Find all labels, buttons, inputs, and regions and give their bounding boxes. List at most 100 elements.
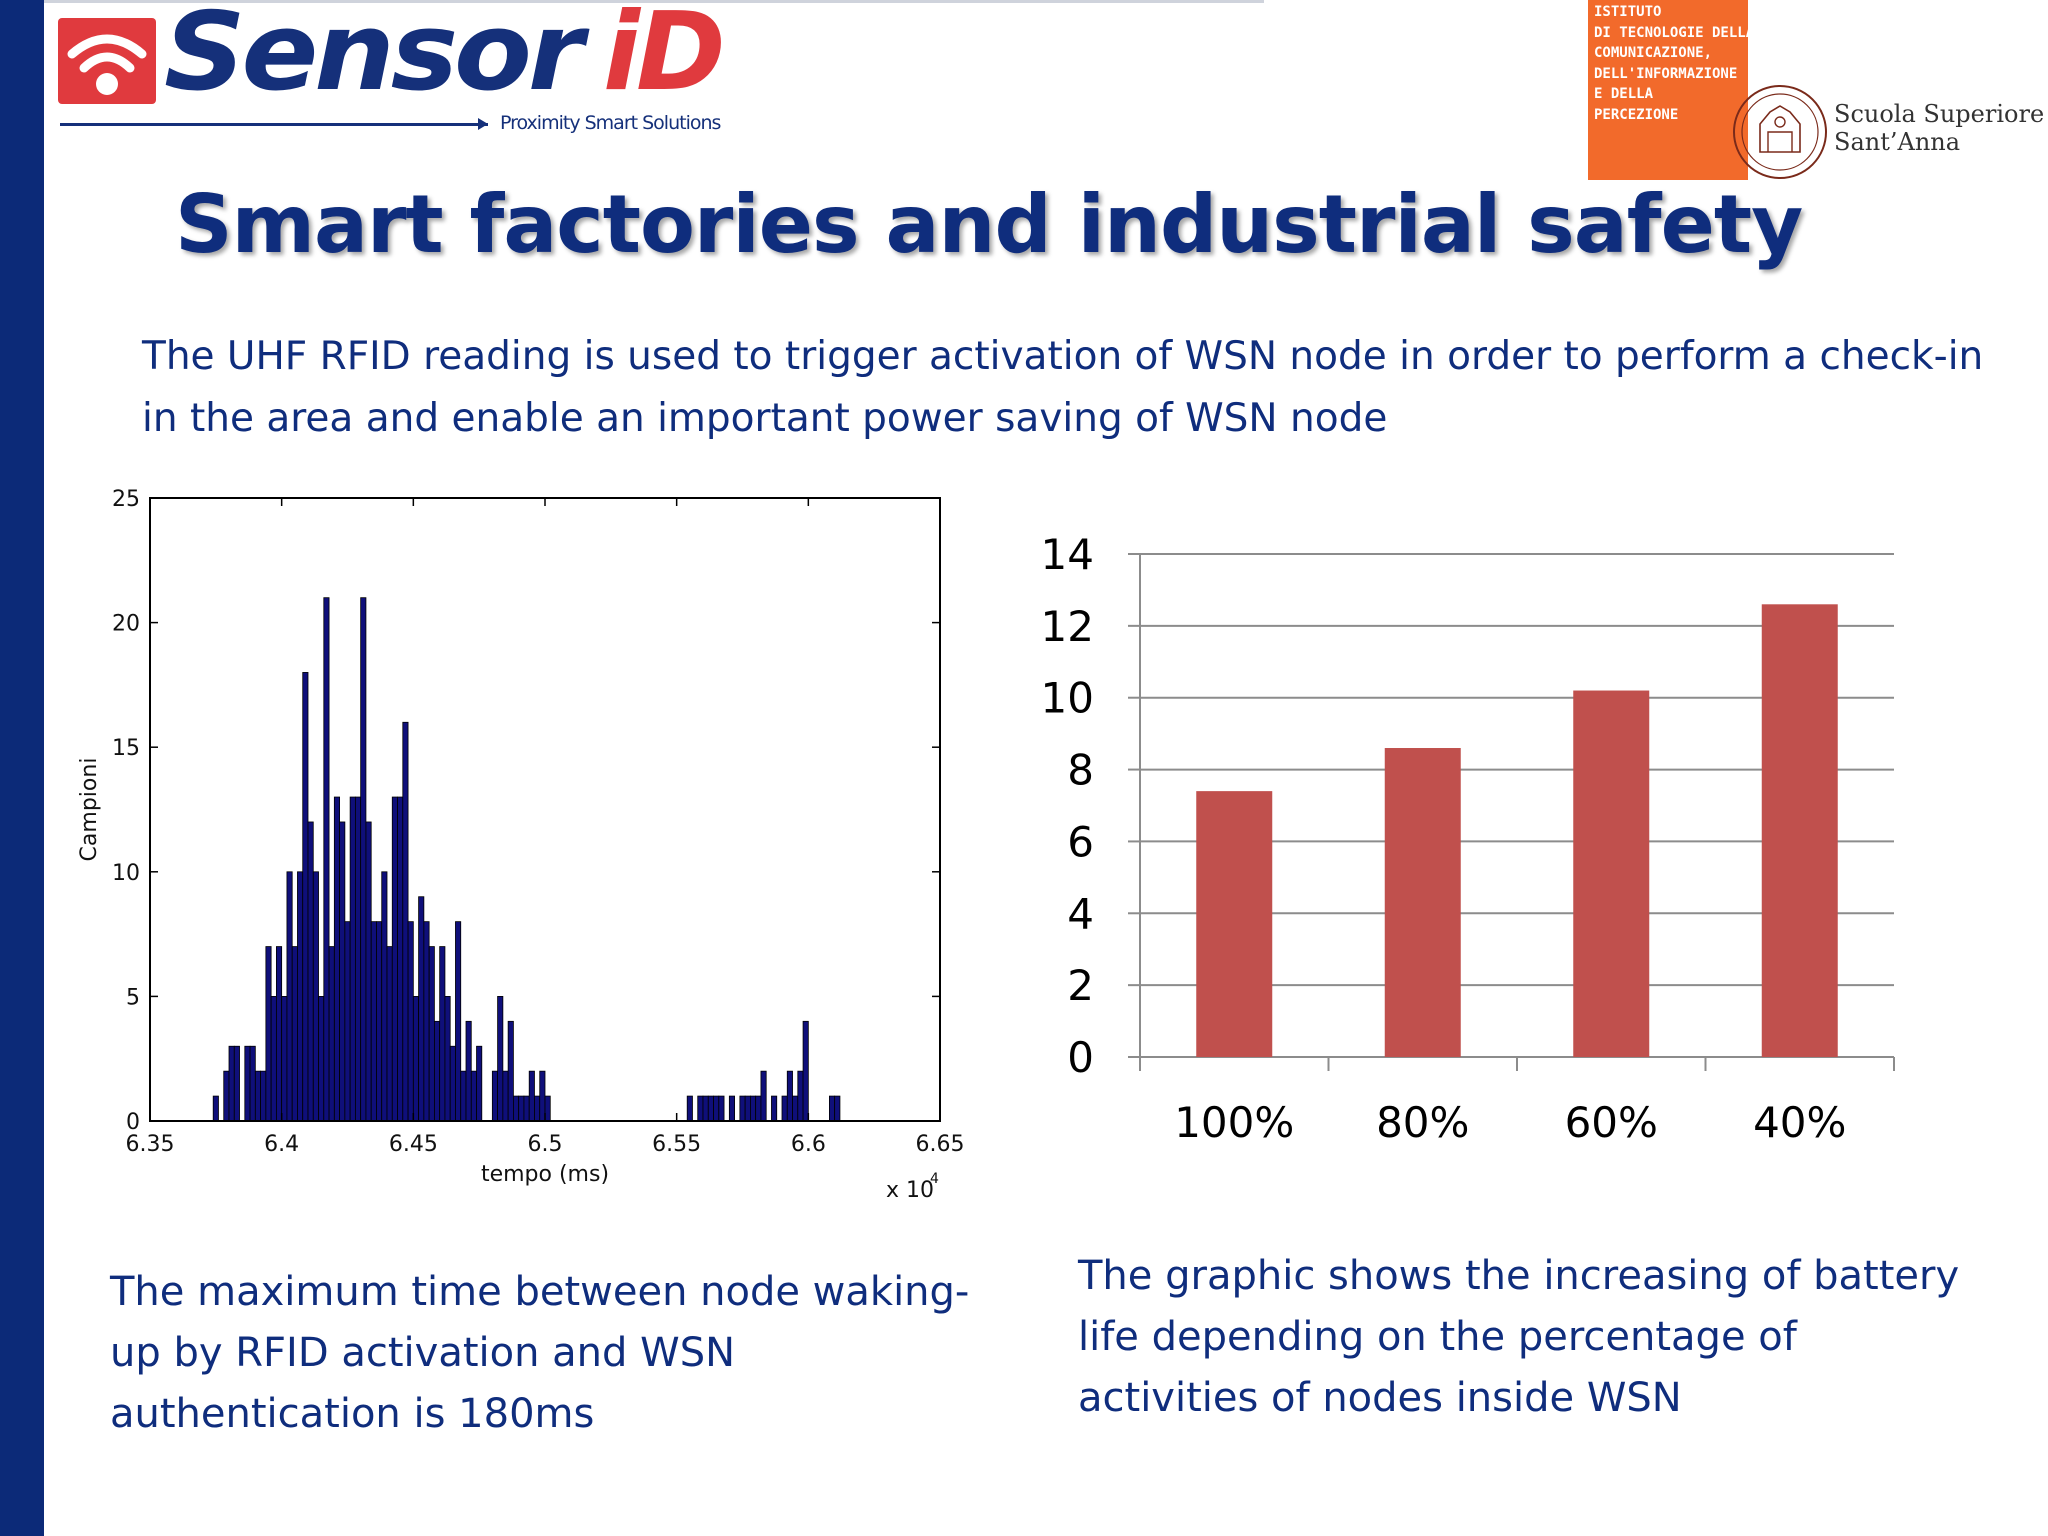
histogram-bar [755, 1095, 762, 1122]
histogram-y-tick-label: 5 [126, 985, 140, 1010]
histogram-bar [534, 1095, 541, 1122]
histogram-bar [802, 1020, 809, 1122]
histogram-bar [318, 996, 325, 1122]
histogram-bar [781, 1095, 788, 1122]
histogram-bar [739, 1095, 746, 1122]
histogram-x-multiplier: x 10 [886, 1178, 934, 1203]
histogram-y-tick-label: 25 [112, 487, 140, 512]
institute-line: DI TECNOLOGIE DELLA [1594, 24, 1755, 41]
bar-chart-x-tick-label: 40% [1753, 1098, 1846, 1147]
histogram-bar [212, 1095, 219, 1122]
institute-line: ISTITUTO [1594, 4, 1662, 20]
school-name-line-2: Sant’Anna [1834, 128, 1961, 156]
school-name-line-1: Scuola Superiore [1834, 100, 2045, 128]
histogram-x-multiplier-exponent: 4 [930, 1171, 939, 1187]
histogram-bar [444, 996, 451, 1122]
histogram-bar [260, 1070, 267, 1122]
histogram-bar [423, 921, 430, 1122]
histogram-x-tick-label: 6.5 [528, 1132, 563, 1157]
histogram-bar [771, 1095, 778, 1122]
histogram-bar [507, 1020, 514, 1122]
logo-arrow [478, 118, 488, 130]
histogram-bar [760, 1070, 767, 1122]
institute-line: E DELLA [1594, 86, 1654, 102]
histogram-bar [433, 1020, 441, 1122]
histogram-y-label: Campioni [77, 758, 102, 862]
histogram-bar [718, 1095, 725, 1122]
institute-line: COMUNICAZIONE, [1594, 45, 1713, 61]
histogram-bar [291, 946, 298, 1122]
histogram-bar [349, 796, 356, 1122]
histogram-bar [365, 821, 372, 1122]
histogram-bar [744, 1095, 751, 1122]
page-title: Smart factories and industrial safety [175, 178, 1803, 271]
bar-chart-labels: 0 2 4 6 8 10 12 14 100% 80% 60% 40% [1041, 530, 1847, 1147]
histogram-bar [713, 1095, 720, 1122]
histogram-bar [275, 946, 283, 1122]
histogram-bar [270, 996, 277, 1122]
histogram-bar [786, 1070, 793, 1122]
histogram-bar [460, 1070, 467, 1122]
top-rule [44, 0, 1264, 3]
histogram-bar [523, 1095, 530, 1122]
histogram-y-tick-label: 10 [112, 861, 140, 886]
bar-chart-bar [1761, 604, 1838, 1057]
left-accent-bar [0, 0, 44, 1536]
bar-chart-x-tick-label: 60% [1565, 1098, 1658, 1147]
bar-chart-bars [1196, 604, 1838, 1057]
wifi-icon [58, 18, 156, 104]
histogram-bar [228, 1045, 235, 1122]
histogram-bar [834, 1095, 841, 1122]
bar-chart-y-tick-label: 4 [1067, 889, 1094, 938]
histogram-bar [455, 921, 462, 1122]
bar-chart-bar [1573, 690, 1650, 1057]
histogram-bars [212, 597, 841, 1122]
bar-chart-caption: The graphic shows the increasing of batt… [1078, 1253, 1960, 1421]
logo-underline [60, 123, 488, 126]
histogram-ticks: 6.35 6.4 6.45 6.5 6.55 6.6 6.65 0 5 10 15 20 25 [112, 487, 964, 1157]
institute-line: PERCEZIONE [1594, 106, 1679, 123]
histogram-bar [428, 946, 435, 1122]
histogram-x-tick-label: 6.65 [916, 1132, 965, 1157]
histogram-bar [797, 1070, 804, 1122]
histogram-bar [470, 1070, 477, 1122]
institute-logo: ISTITUTO DI TECNOLOGIE DELLA COMUNICAZIO… [1588, 0, 1754, 180]
histogram-bar [544, 1095, 551, 1122]
histogram-bar [449, 1045, 456, 1122]
histogram-bar [439, 946, 446, 1122]
bar-chart-bar [1384, 748, 1461, 1057]
histogram-bar [539, 1070, 546, 1122]
histogram-bar [465, 1020, 472, 1122]
histogram-bar [307, 821, 314, 1122]
histogram-bar [328, 946, 335, 1122]
histogram-y-tick-label: 0 [126, 1110, 140, 1135]
bar-chart-y-tick-label: 8 [1067, 746, 1094, 795]
histogram-x-label: tempo (ms) [481, 1162, 609, 1187]
histogram-bar [265, 946, 272, 1122]
histogram-bar [244, 1045, 251, 1122]
histogram-bar [513, 1095, 520, 1122]
bar-chart-y-tick-label: 6 [1067, 817, 1094, 866]
bar-chart-y-tick-label: 14 [1041, 530, 1094, 579]
histogram-bar [397, 796, 404, 1122]
histogram-x-tick-label: 6.4 [264, 1132, 299, 1157]
histogram-bar [391, 796, 398, 1122]
institute-line: DELL'INFORMAZIONE [1594, 65, 1738, 82]
histogram-bar [707, 1095, 714, 1122]
bar-chart-y-tick-label: 12 [1041, 602, 1094, 651]
histogram-x-tick-label: 6.6 [791, 1132, 826, 1157]
institute-name: ISTITUTO DI TECNOLOGIE DELLA COMUNICAZIO… [1594, 2, 1754, 125]
histogram-y-tick-label: 15 [112, 736, 140, 761]
histogram-bar [491, 1070, 499, 1122]
bar-chart-bar [1196, 791, 1273, 1057]
sensor-id-logo: Sensor iD Proximity Smart Solutions [58, 0, 748, 142]
histogram-bar [502, 1070, 509, 1122]
histogram-bar [829, 1095, 836, 1122]
intro-text: The UHF RFID reading is used to trigger … [142, 334, 1984, 441]
histogram-bar [376, 921, 383, 1122]
bar-chart-x-tick-label: 100% [1174, 1098, 1294, 1147]
logo-wordmark-sensor: Sensor [164, 0, 584, 115]
histogram-bar [354, 796, 362, 1122]
histogram-bar [728, 1095, 735, 1122]
histogram-bar [233, 1045, 240, 1122]
